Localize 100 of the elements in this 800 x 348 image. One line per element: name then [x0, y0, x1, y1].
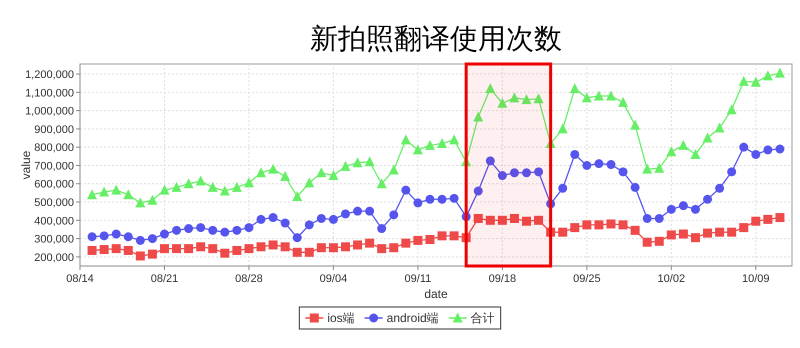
point	[654, 236, 664, 246]
point	[546, 228, 556, 237]
point	[425, 194, 434, 204]
point	[690, 233, 700, 242]
point	[642, 164, 652, 174]
point	[474, 186, 483, 196]
point	[377, 224, 386, 234]
point	[775, 144, 784, 154]
x-tick-label: 08/21	[150, 273, 178, 285]
point	[316, 214, 326, 223]
point	[474, 214, 483, 223]
point	[751, 150, 760, 159]
point	[172, 226, 182, 235]
point	[774, 68, 785, 78]
point	[100, 245, 109, 254]
point	[570, 223, 580, 232]
point	[473, 112, 484, 122]
point	[438, 231, 447, 240]
point	[232, 226, 242, 235]
point	[618, 220, 628, 230]
point	[268, 213, 278, 222]
point	[160, 230, 169, 239]
point	[353, 240, 362, 250]
point	[558, 228, 568, 237]
point	[678, 230, 688, 239]
y-tick-label: 400,000	[34, 215, 74, 228]
point	[292, 191, 302, 202]
chart-title: 新拍照翻译使用次数	[310, 24, 562, 55]
point	[196, 223, 206, 232]
point	[400, 134, 411, 144]
y-tick-label: 800,000	[34, 142, 74, 154]
point	[376, 178, 387, 188]
point	[522, 94, 532, 104]
point	[268, 164, 278, 174]
point	[196, 175, 206, 186]
point	[292, 248, 302, 257]
point	[184, 244, 194, 254]
y-tick-label: 200,000	[34, 252, 74, 264]
point	[763, 214, 772, 224]
point	[184, 224, 194, 234]
point	[232, 182, 242, 192]
point	[208, 244, 218, 254]
point	[220, 248, 230, 258]
point	[594, 90, 604, 100]
point	[509, 92, 520, 102]
point	[534, 93, 544, 104]
point	[570, 83, 580, 94]
point	[123, 189, 134, 200]
point	[159, 184, 170, 195]
y-tick-label: 1,000,000	[25, 106, 74, 118]
y-tick-label: 300,000	[34, 234, 74, 246]
point	[726, 104, 737, 114]
point	[365, 206, 374, 216]
point	[727, 228, 736, 237]
point	[751, 216, 760, 226]
point	[462, 233, 471, 242]
point	[450, 194, 459, 203]
point	[147, 194, 158, 205]
y-tick-label: 900,000	[34, 124, 74, 136]
x-tick-label: 10/02	[658, 273, 686, 285]
legend-label: ios端	[327, 311, 355, 325]
point	[666, 204, 676, 214]
point	[88, 246, 97, 255]
point	[558, 123, 568, 134]
point	[618, 96, 628, 107]
point	[112, 230, 121, 239]
point	[498, 216, 507, 225]
point	[413, 236, 422, 245]
point	[522, 216, 532, 226]
point	[534, 167, 544, 176]
point	[582, 220, 592, 230]
point	[280, 242, 290, 252]
point	[714, 122, 725, 132]
point	[388, 164, 399, 175]
point	[112, 244, 121, 254]
point	[690, 204, 700, 214]
point	[486, 216, 495, 225]
point	[606, 160, 616, 170]
point	[280, 170, 290, 181]
point	[739, 142, 748, 152]
point	[124, 246, 133, 255]
point	[437, 138, 448, 148]
legend-label: android端	[386, 311, 439, 325]
point	[220, 186, 230, 196]
point	[630, 120, 640, 130]
point	[630, 182, 640, 192]
point	[690, 148, 700, 159]
point	[522, 168, 532, 178]
point	[256, 214, 266, 224]
point	[642, 214, 652, 223]
point	[268, 240, 278, 250]
point	[510, 168, 519, 178]
y-tick-label: 600,000	[34, 178, 74, 191]
point	[196, 242, 206, 252]
point	[135, 197, 146, 208]
point	[715, 228, 724, 237]
point	[304, 220, 314, 230]
point	[304, 177, 314, 188]
point	[738, 76, 749, 86]
point	[340, 209, 350, 218]
